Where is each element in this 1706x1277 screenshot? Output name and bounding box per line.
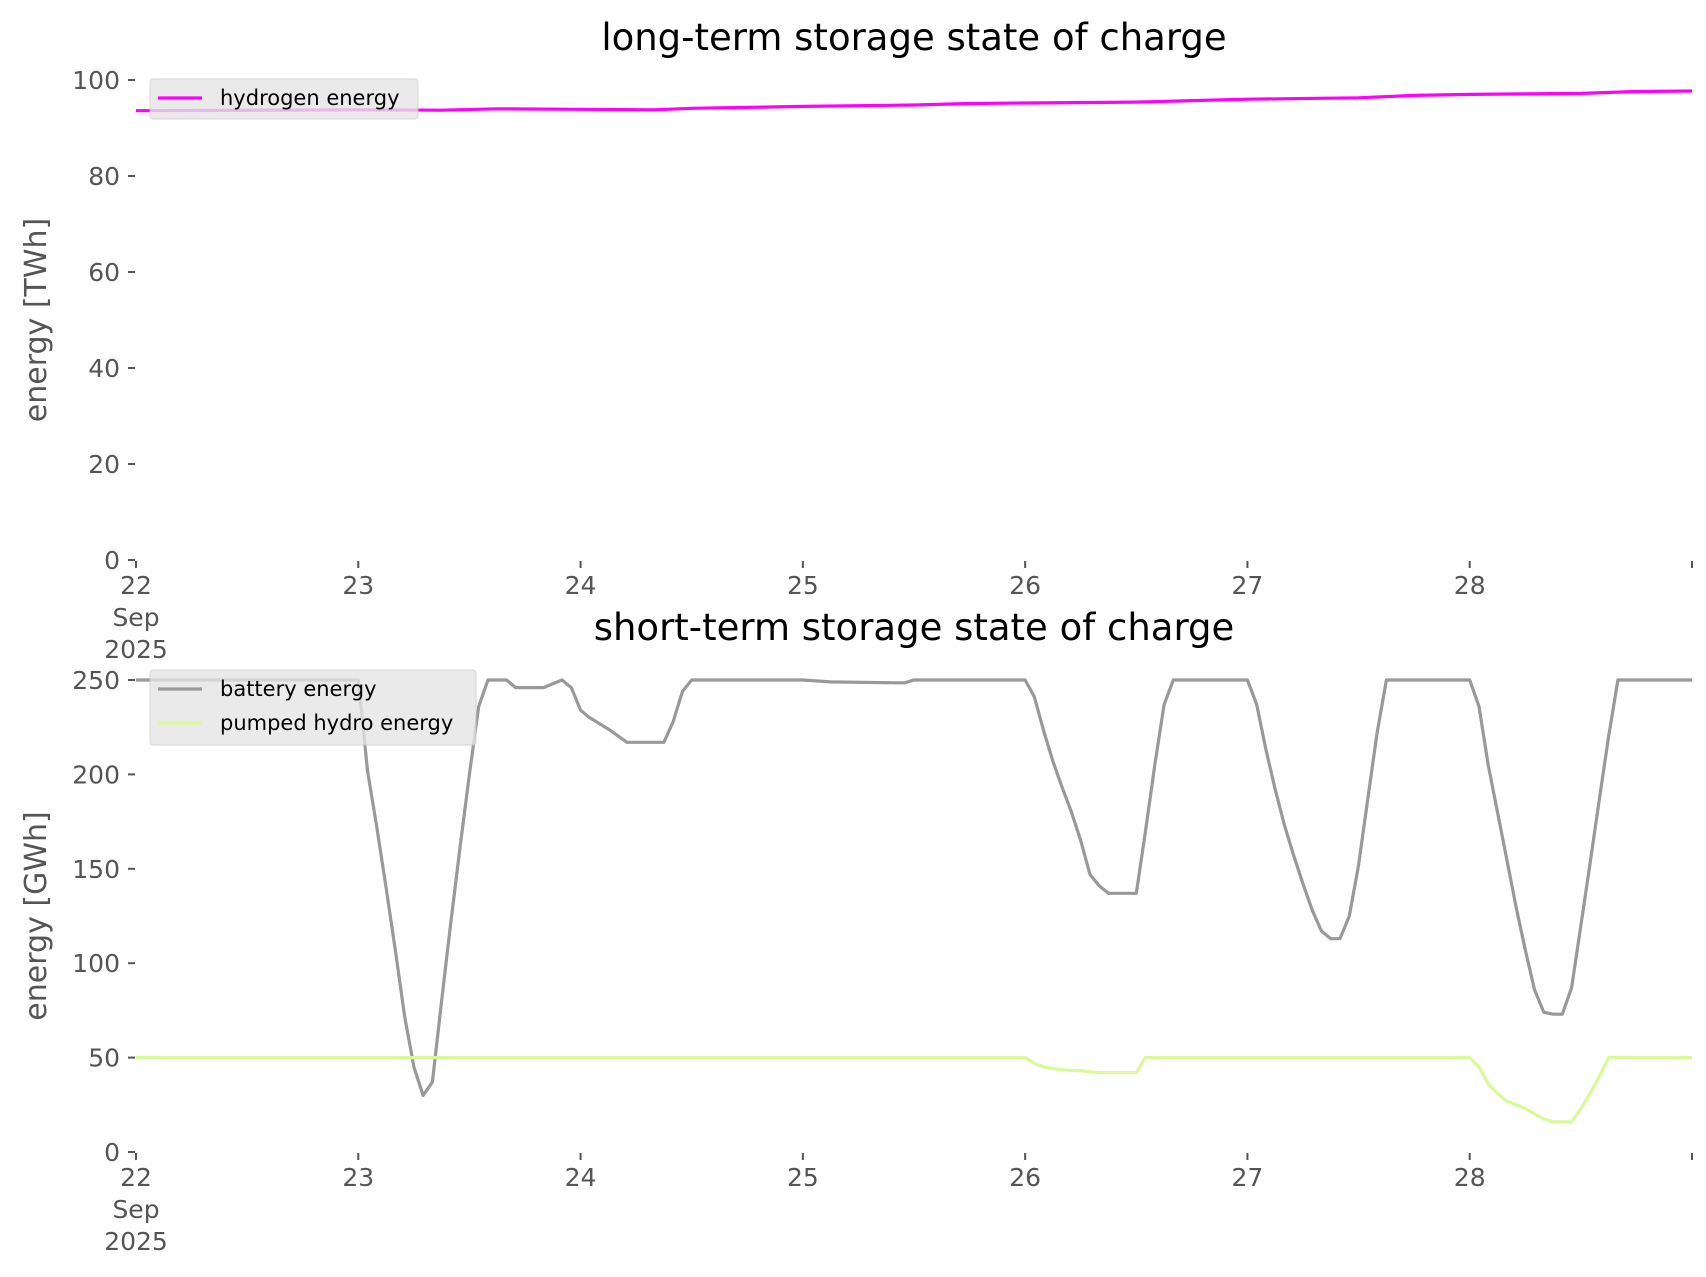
x-tick-label: 22 Sep 2025 xyxy=(104,571,168,664)
y-tick-label: 50 xyxy=(88,1044,120,1073)
x-tick-label: 28 xyxy=(1454,1163,1486,1192)
x-tick-label: 25 xyxy=(787,571,819,600)
x-tick-label: 23 xyxy=(342,1163,374,1192)
x-tick-label: 27 xyxy=(1232,571,1264,600)
short-term-storage-chart: short-term storage state of charge energy… xyxy=(19,606,1693,1256)
x-tick-label: 24 xyxy=(565,571,597,600)
x-tick-label-line: 28 xyxy=(1454,571,1486,600)
x-tick-label-line: Sep xyxy=(112,1195,159,1224)
x-tick-label: 28 xyxy=(1454,571,1486,600)
hydrogen-energy-line xyxy=(135,89,1693,113)
x-tick-label-line: 27 xyxy=(1232,571,1264,600)
x-tick-label: 24 xyxy=(565,1163,597,1192)
chart-title: long-term storage state of charge xyxy=(601,16,1226,59)
chart-title: short-term storage state of charge xyxy=(594,606,1235,649)
x-tick-label-line: 28 xyxy=(1454,1163,1486,1192)
y-tick-label: 100 xyxy=(72,66,120,95)
x-tick-label-line: Sep xyxy=(112,603,159,632)
x-tick-label-line: 24 xyxy=(565,1163,597,1192)
legend: hydrogen energy xyxy=(149,78,419,120)
x-tick-label-line: 2025 xyxy=(104,635,168,664)
x-tick-label: 23 xyxy=(342,571,374,600)
y-tick-label: 100 xyxy=(72,949,120,978)
x-tick-label-line: 26 xyxy=(1009,571,1041,600)
legend-box xyxy=(149,669,477,746)
y-tick-label: 200 xyxy=(72,760,120,789)
x-tick-label-line: 2025 xyxy=(104,1227,168,1256)
x-tick-label-line: 25 xyxy=(787,1163,819,1192)
pumped-hydro-energy-line xyxy=(136,1056,1692,1124)
y-axis-label: energy [TWh] xyxy=(19,218,54,422)
y-axis-label: energy [GWh] xyxy=(19,811,54,1020)
long-term-storage-chart: long-term storage state of charge energy … xyxy=(19,16,1693,664)
legend-label-hydrogen-energy: hydrogen energy xyxy=(220,86,400,110)
x-tick-label: 22 Sep 2025 xyxy=(104,1163,168,1256)
legend: battery energy pumped hydro energy xyxy=(149,669,477,746)
x-tick-label-line: 23 xyxy=(342,1163,374,1192)
x-tick-label: 26 xyxy=(1009,1163,1041,1192)
y-tick-label: 40 xyxy=(88,354,120,383)
x-tick-label-line: 25 xyxy=(787,571,819,600)
y-tick-label: 150 xyxy=(72,855,120,884)
x-tick-label-line: 24 xyxy=(565,571,597,600)
x-tick-label-line: 22 xyxy=(120,1163,152,1192)
y-tick-label: 0 xyxy=(104,1138,120,1167)
y-tick-label: 250 xyxy=(72,666,120,695)
y-tick-label: 80 xyxy=(88,162,120,191)
legend-label-battery-energy: battery energy xyxy=(220,677,377,701)
x-tick-label-line: 26 xyxy=(1009,1163,1041,1192)
x-tick-label: 25 xyxy=(787,1163,819,1192)
legend-label-pumped-hydro-energy: pumped hydro energy xyxy=(220,711,453,735)
x-tick-label-line: 23 xyxy=(342,571,374,600)
x-tick-label: 26 xyxy=(1009,571,1041,600)
y-tick-label: 60 xyxy=(88,258,120,287)
y-tick-label: 0 xyxy=(104,546,120,575)
x-tick-label: 27 xyxy=(1232,1163,1264,1192)
y-tick-label: 20 xyxy=(88,450,120,479)
legend-box xyxy=(149,78,419,120)
x-tick-label-line: 27 xyxy=(1232,1163,1264,1192)
x-tick-label-line: 22 xyxy=(120,571,152,600)
